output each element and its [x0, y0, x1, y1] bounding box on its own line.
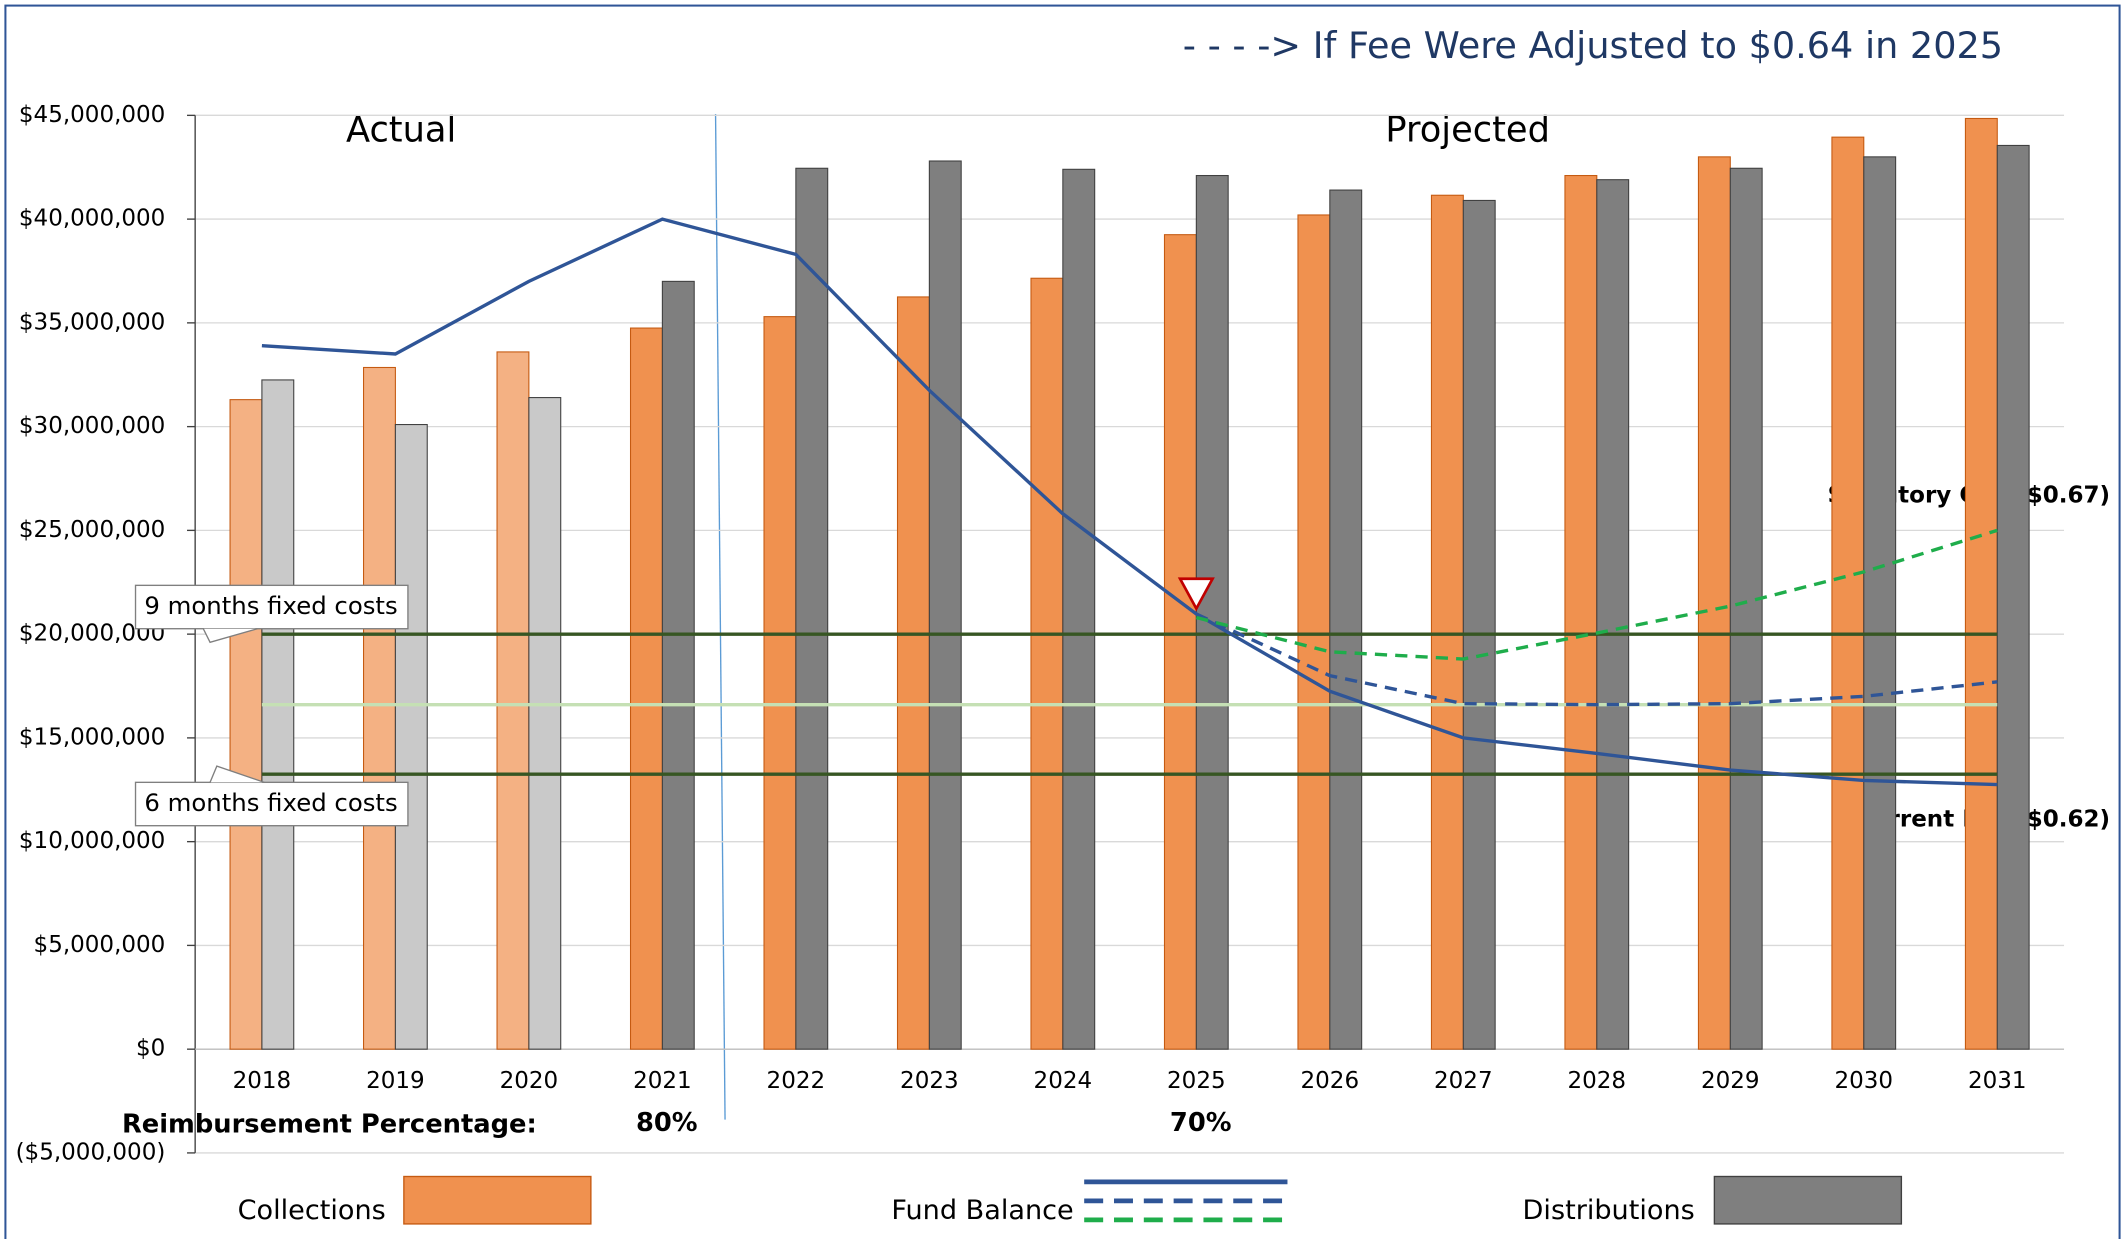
legend-label: Distributions — [1523, 1195, 1695, 1226]
annotation: 80% — [636, 1108, 698, 1138]
annotation: 70% — [1170, 1108, 1232, 1138]
bar — [896, 296, 930, 1050]
bar — [229, 399, 263, 1050]
bar — [795, 167, 829, 1050]
y-tick-label: $35,000,000 — [19, 309, 165, 335]
x-tick-label: 2019 — [366, 1068, 425, 1094]
callout-tip — [202, 628, 258, 644]
callout-box — [134, 781, 409, 827]
bar — [928, 160, 962, 1050]
callout-label: 6 months fixed costs — [144, 788, 397, 817]
x-tick-label: 2031 — [1968, 1068, 2027, 1094]
bar — [1697, 156, 1731, 1050]
bar — [261, 379, 295, 1050]
y-tick-label: $0 — [136, 1036, 165, 1062]
bar — [1462, 199, 1496, 1050]
y-tick-label: $25,000,000 — [19, 517, 165, 543]
bar — [496, 351, 530, 1050]
y-tick-label: $40,000,000 — [19, 206, 165, 232]
callout-label: 9 months fixed costs — [144, 591, 397, 620]
legend-label: Fund Balance — [891, 1195, 1073, 1226]
marker — [1177, 577, 1215, 612]
bar — [1329, 189, 1363, 1050]
y-tick-label: $30,000,000 — [19, 413, 165, 439]
x-tick-label: 2018 — [233, 1068, 292, 1094]
bar — [1062, 168, 1096, 1050]
x-tick-label: 2028 — [1568, 1068, 1627, 1094]
x-tick-label: 2030 — [1834, 1068, 1893, 1094]
x-tick-label: 2024 — [1034, 1068, 1093, 1094]
annotation: Reimbursement Percentage: — [122, 1110, 537, 1140]
chart-title: - - - -> If Fee Were Adjusted to $0.64 i… — [1183, 24, 2003, 67]
bar — [1863, 156, 1897, 1050]
bar — [629, 327, 663, 1050]
bar — [1964, 117, 1998, 1050]
bar — [1729, 167, 1763, 1050]
x-tick-label: 2020 — [500, 1068, 559, 1094]
x-tick-label: 2027 — [1434, 1068, 1493, 1094]
bar — [1163, 234, 1197, 1050]
annotation: Projected — [1385, 110, 1550, 151]
legend-label: Collections — [238, 1195, 386, 1226]
y-tick-label: ($5,000,000) — [16, 1139, 166, 1165]
y-tick-label: $10,000,000 — [19, 828, 165, 854]
bar — [661, 280, 695, 1050]
line — [261, 217, 1998, 787]
bar — [394, 424, 428, 1050]
bar — [763, 316, 797, 1050]
bar — [1831, 136, 1865, 1050]
bar — [1297, 214, 1331, 1050]
bar — [1195, 174, 1229, 1050]
y-tick-label: $5,000,000 — [34, 932, 166, 958]
bar — [1564, 174, 1598, 1050]
callout-tip — [209, 765, 265, 783]
x-tick-label: 2022 — [767, 1068, 826, 1094]
x-tick-label: 2021 — [633, 1068, 692, 1094]
x-tick-label: 2029 — [1701, 1068, 1760, 1094]
x-tick-label: 2025 — [1167, 1068, 1226, 1094]
bar — [1430, 194, 1464, 1050]
bar — [1030, 277, 1064, 1050]
annotation: Actual — [346, 110, 456, 151]
y-tick-label: $45,000,000 — [19, 102, 165, 128]
line — [1195, 528, 1998, 661]
x-tick-label: 2026 — [1301, 1068, 1360, 1094]
bar — [1996, 144, 2030, 1050]
bar — [1596, 179, 1630, 1050]
bar — [528, 397, 562, 1050]
bar — [362, 366, 396, 1050]
legend-swatch — [1713, 1175, 1903, 1225]
y-tick-label: $15,000,000 — [19, 724, 165, 750]
x-tick-label: 2023 — [900, 1068, 959, 1094]
line — [1195, 612, 1998, 707]
legend-swatch — [403, 1175, 592, 1225]
callout-box — [134, 584, 409, 630]
frame — [4, 4, 2121, 1239]
divider — [714, 113, 726, 1120]
